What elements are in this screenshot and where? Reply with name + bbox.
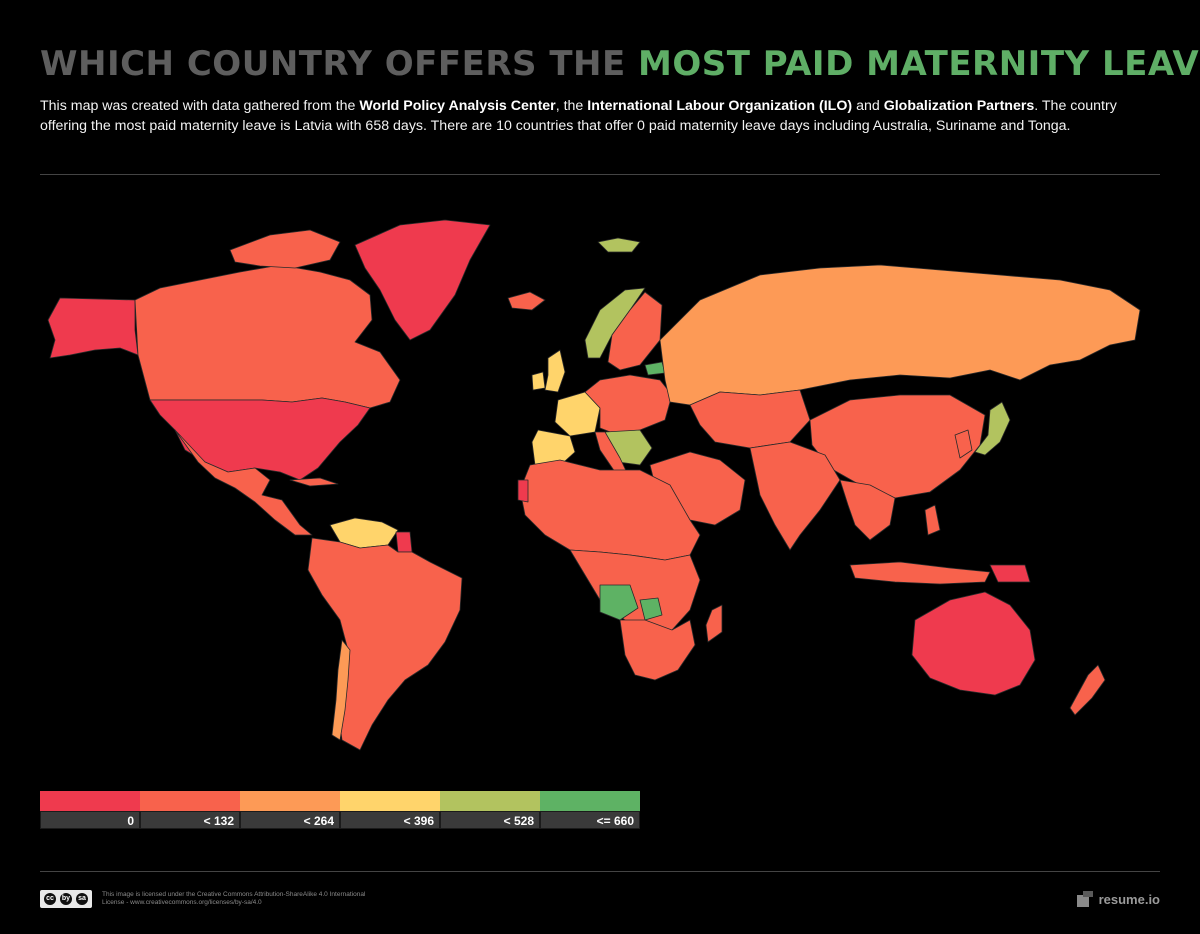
desc-text-3: and bbox=[852, 98, 884, 114]
region-indonesia bbox=[849, 561, 991, 585]
region-central-asia bbox=[689, 389, 811, 449]
legend-label-5: <= 660 bbox=[540, 811, 640, 829]
world-map bbox=[47, 219, 1141, 751]
legend-labels: 0 < 132 < 264 < 396 < 528 <= 660 bbox=[40, 811, 640, 831]
region-chile bbox=[331, 639, 351, 741]
region-western-sahara bbox=[517, 479, 529, 503]
region-new-zealand bbox=[1069, 664, 1106, 716]
region-canada-arctic bbox=[229, 229, 341, 269]
region-australia bbox=[911, 591, 1036, 696]
legend-swatch-3 bbox=[340, 791, 440, 811]
region-korea bbox=[954, 429, 973, 459]
region-iceland bbox=[507, 291, 546, 311]
region-greenland bbox=[354, 219, 491, 341]
legend-swatches bbox=[40, 791, 640, 811]
desc-source-ilo: International Labour Organization (ILO) bbox=[587, 98, 853, 114]
legend-label-2: < 264 bbox=[240, 811, 340, 829]
cc-sa-icon: sa bbox=[76, 893, 88, 905]
cc-by-icon: by bbox=[60, 893, 72, 905]
page-title: WHICH COUNTRY OFFERS THE MOST PAID MATER… bbox=[40, 44, 1200, 84]
region-cuba bbox=[289, 477, 339, 487]
legend-label-3: < 396 bbox=[340, 811, 440, 829]
region-southern-africa bbox=[619, 619, 696, 681]
region-latvia bbox=[644, 361, 666, 376]
region-suriname bbox=[395, 531, 413, 553]
top-divider bbox=[40, 174, 1160, 175]
region-svalbard bbox=[597, 237, 641, 253]
region-usa bbox=[149, 397, 371, 481]
region-central-africa bbox=[569, 549, 701, 631]
description: This map was created with data gathered … bbox=[40, 96, 1165, 136]
legend-swatch-2 bbox=[240, 791, 340, 811]
brand-name: resume.io bbox=[1098, 891, 1160, 907]
resume-io-logo-icon bbox=[1076, 891, 1093, 907]
region-central-europe bbox=[584, 374, 673, 436]
desc-text-4: . The country offering the most paid mat… bbox=[40, 98, 1117, 134]
region-uk bbox=[544, 349, 566, 393]
desc-text-1: This map was created with data gathered … bbox=[40, 98, 360, 114]
region-angola bbox=[599, 584, 639, 621]
legend-swatch-4 bbox=[440, 791, 540, 811]
region-canada bbox=[134, 264, 401, 409]
legend-label-4: < 528 bbox=[440, 811, 540, 829]
region-japan bbox=[974, 401, 1011, 456]
region-philippines bbox=[924, 504, 941, 536]
region-mexico bbox=[174, 429, 313, 536]
title-part1: WHICH COUNTRY OFFERS THE bbox=[40, 44, 639, 84]
region-south-america bbox=[307, 537, 463, 751]
cc-icon: cc bbox=[44, 893, 56, 905]
desc-source-wpac: World Policy Analysis Center bbox=[359, 98, 556, 114]
legend-label-0: 0 bbox=[40, 811, 140, 829]
region-india bbox=[749, 441, 841, 551]
region-alaska bbox=[47, 297, 139, 359]
region-madagascar bbox=[705, 604, 723, 643]
desc-source-gp: Globalization Partners bbox=[883, 98, 1035, 114]
region-se-asia bbox=[839, 479, 896, 541]
legend-swatch-5 bbox=[540, 791, 640, 811]
legend: 0 < 132 < 264 < 396 < 528 <= 660 bbox=[40, 791, 640, 831]
region-ireland bbox=[531, 371, 546, 391]
title-part2: MOST PAID MATERNITY LEAVE bbox=[638, 44, 1200, 84]
legend-swatch-1 bbox=[140, 791, 240, 811]
legend-swatch-0 bbox=[40, 791, 140, 811]
brand-logo: resume.io bbox=[1076, 891, 1160, 907]
region-zambia bbox=[639, 597, 663, 621]
cc-license-badge: cc by sa bbox=[40, 890, 92, 908]
region-png bbox=[989, 564, 1031, 583]
license-text: This image is licensed under the Creativ… bbox=[102, 891, 366, 906]
bottom-divider bbox=[40, 871, 1160, 872]
legend-label-1: < 132 bbox=[140, 811, 240, 829]
region-russia bbox=[659, 264, 1141, 406]
desc-text-2: , the bbox=[555, 98, 588, 114]
